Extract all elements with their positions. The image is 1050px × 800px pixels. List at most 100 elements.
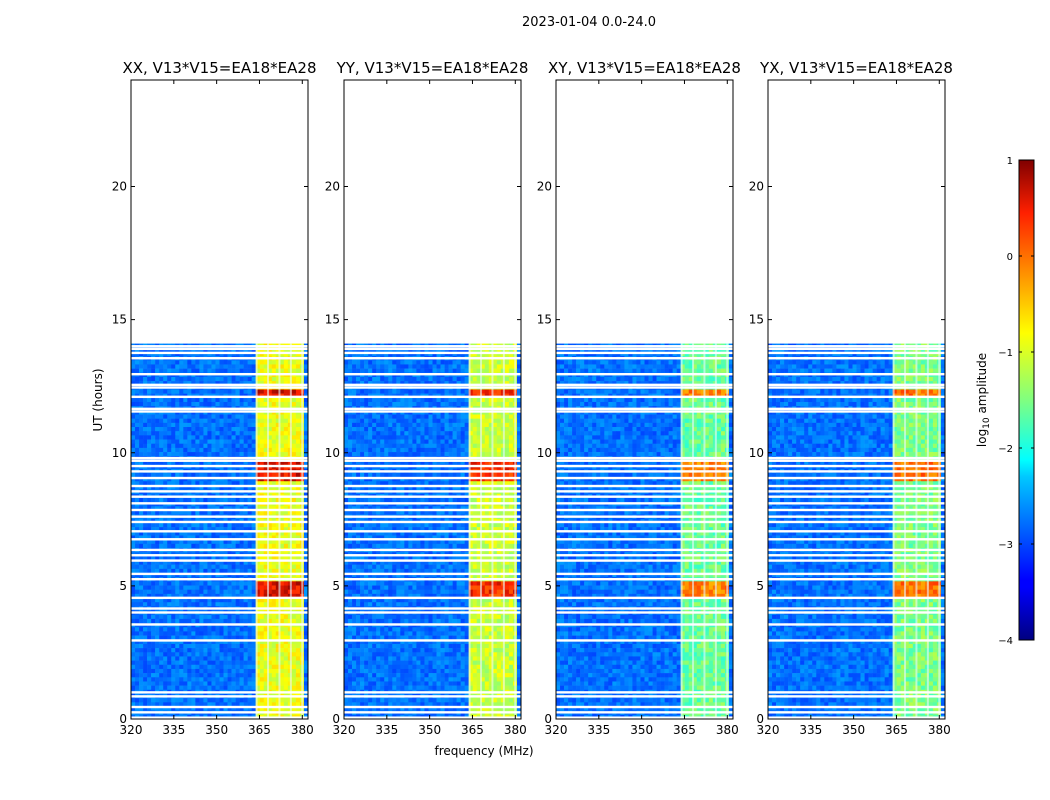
pixel [155, 673, 160, 678]
pixel [183, 543, 188, 549]
pixel [247, 539, 252, 545]
pixel [239, 535, 244, 540]
pixel [259, 351, 265, 357]
pixel [203, 535, 208, 540]
pixel [163, 568, 168, 574]
pixel [259, 368, 265, 374]
pixel [183, 414, 188, 419]
pixel [163, 556, 168, 561]
pixel [404, 381, 409, 386]
pixel [211, 376, 216, 382]
pixel [412, 427, 417, 432]
pixel [187, 673, 192, 678]
pixel [143, 381, 148, 386]
pixel [295, 360, 301, 365]
pixel [207, 452, 212, 457]
pixel [440, 368, 445, 374]
pixel [291, 681, 297, 686]
pixel [460, 364, 465, 369]
pixel [348, 364, 353, 369]
pixel [151, 443, 156, 449]
pixel [199, 660, 204, 666]
pixel [303, 531, 309, 536]
pixel [163, 497, 168, 503]
pixel [263, 573, 269, 578]
pixel [291, 593, 297, 599]
pixel [231, 556, 236, 561]
pixel [203, 447, 208, 453]
pixel [412, 376, 417, 382]
pixel [135, 472, 140, 478]
pixel [211, 477, 216, 482]
pixel [344, 389, 349, 394]
pixel [203, 443, 208, 449]
pixel [259, 660, 265, 666]
pixel [452, 427, 457, 432]
pixel [227, 589, 232, 595]
pixel [231, 506, 236, 511]
pixel [251, 706, 256, 711]
pixel [275, 389, 281, 394]
pixel [203, 522, 208, 528]
pixel [215, 497, 220, 503]
pixel [384, 351, 389, 357]
pixel [215, 376, 220, 382]
pixel [279, 481, 285, 486]
pixel [163, 560, 168, 565]
pixel [203, 368, 208, 374]
pixel [239, 702, 244, 707]
pixel [199, 485, 204, 490]
pixel [211, 585, 216, 590]
pixel [147, 401, 152, 407]
pixel [283, 452, 289, 457]
pixel [400, 397, 405, 403]
pixel [516, 376, 522, 382]
pixel [203, 427, 208, 432]
pixel [187, 535, 192, 540]
pixel [199, 593, 204, 599]
pixel [231, 543, 236, 549]
pixel [183, 639, 188, 645]
pixel [187, 589, 192, 595]
pixel [195, 539, 200, 545]
pixel [243, 556, 248, 561]
pixel [283, 360, 289, 365]
pixel [187, 539, 192, 545]
pixel [191, 656, 196, 661]
pixel [179, 497, 184, 503]
pixel [376, 431, 381, 436]
pixel [179, 427, 184, 432]
pixel [231, 418, 236, 424]
pixel [295, 673, 301, 678]
pixel [199, 522, 204, 528]
pixel [444, 414, 449, 419]
pixel [155, 460, 160, 465]
pixel [263, 648, 269, 653]
pixel [139, 556, 144, 561]
pixel [275, 677, 281, 682]
pixel [131, 422, 136, 428]
pixel [179, 360, 184, 365]
pixel [139, 589, 144, 595]
pixel [376, 368, 381, 374]
pixel [143, 598, 148, 603]
pixel [187, 368, 192, 374]
pixel [155, 472, 160, 478]
pixel [396, 376, 401, 382]
pixel [219, 702, 224, 707]
pixel [219, 598, 224, 603]
pixel [207, 460, 212, 465]
pixel [247, 635, 252, 641]
pixel [223, 364, 228, 369]
pixel [251, 535, 256, 540]
pixel [267, 397, 273, 403]
pixel [135, 698, 140, 703]
pixel [219, 589, 224, 595]
pixel [171, 685, 176, 691]
pixel [255, 422, 261, 428]
pixel [231, 560, 236, 565]
pixel [412, 368, 417, 374]
pixel [155, 639, 160, 645]
pixel [247, 472, 252, 478]
pixel [291, 510, 297, 515]
